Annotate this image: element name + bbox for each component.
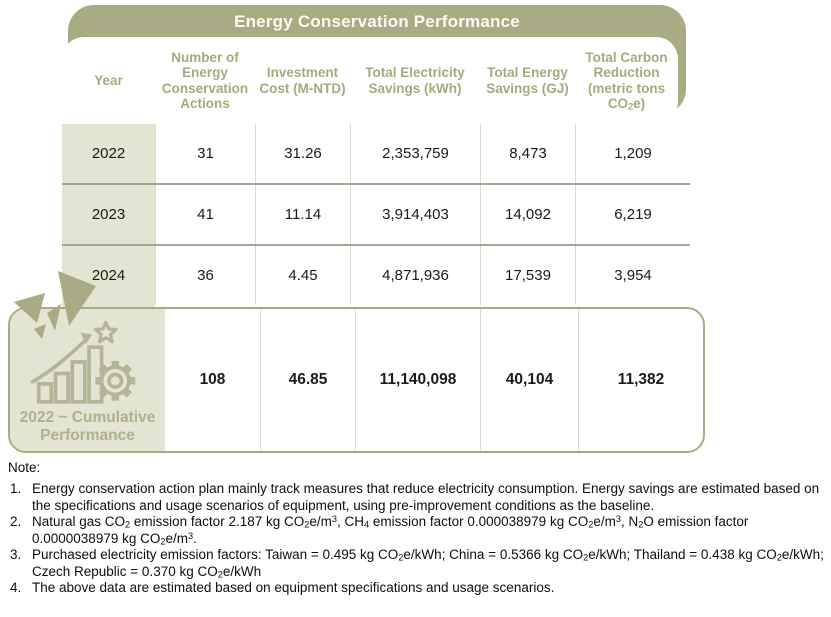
cumulative-energy: 40,104 xyxy=(480,309,578,451)
cell-year: 2022 xyxy=(62,124,155,183)
column-header-electricity: Total Electricity Savings (kWh) xyxy=(365,65,465,96)
column-header-year: Year xyxy=(94,72,123,88)
cumulative-label-cell: 2022 ~ Cumulative Performance xyxy=(10,309,165,451)
cell-carbon: 3,954 xyxy=(575,246,690,305)
cell-investment: 11.14 xyxy=(255,185,350,244)
cumulative-actions: 108 xyxy=(199,371,226,388)
column-header-investment: Investment Cost (M-NTD) xyxy=(259,65,346,96)
notes-section: Note: Energy conservation action plan ma… xyxy=(8,460,826,597)
cumulative-carbon: 11,382 xyxy=(578,309,703,451)
cell-energy: 17,539 xyxy=(480,246,575,305)
cell-actions: 31 xyxy=(155,124,255,183)
cell-actions: 36 xyxy=(155,246,255,305)
cell-investment: 4.45 xyxy=(255,246,350,305)
burst-arrow-icon xyxy=(14,271,96,339)
column-header-energy: Total Energy Savings (GJ) xyxy=(486,65,569,96)
table-row-2024: 2024 36 4.45 4,871,936 17,539 3,954 xyxy=(62,246,690,305)
column-header-actions: Number of Energy Conservation Actions xyxy=(161,50,249,111)
notes-heading: Note: xyxy=(8,460,41,475)
note-item-1: Energy conservation action plan mainly t… xyxy=(10,481,820,513)
cell-electricity: 3,914,403 xyxy=(350,185,480,244)
cumulative-investment: 46.85 xyxy=(260,309,355,451)
cumulative-row: 2022 ~ Cumulative Performance 108 46.85 … xyxy=(8,307,705,453)
note-item-2: Natural gas CO2 emission factor 2.187 kg… xyxy=(10,514,749,547)
table-header-row: Year Number of Energy Conservation Actio… xyxy=(62,37,678,124)
cell-year: 2023 xyxy=(62,185,155,244)
table-row-2022: 2022 31 31.26 2,353,759 8,473 1,209 xyxy=(62,124,690,185)
notes-list: Energy conservation action plan mainly t… xyxy=(8,481,826,597)
growth-chart-star-gear-icon xyxy=(30,321,135,404)
cell-actions: 41 xyxy=(155,185,255,244)
cumulative-label: 2022 ~ Cumulative Performance xyxy=(19,409,156,444)
cell-electricity: 4,871,936 xyxy=(350,246,480,305)
table-body: 2022 31 31.26 2,353,759 8,473 1,209 2023… xyxy=(62,124,690,305)
cell-carbon: 1,209 xyxy=(575,124,690,183)
table-row-2023: 2023 41 11.14 3,914,403 14,092 6,219 xyxy=(62,185,690,246)
cell-energy: 8,473 xyxy=(480,124,575,183)
cell-energy: 14,092 xyxy=(480,185,575,244)
cell-electricity: 2,353,759 xyxy=(350,124,480,183)
column-header-carbon: Total Carbon Reduction (metric tons CO2e… xyxy=(585,50,668,112)
table-title: Energy Conservation Performance xyxy=(234,12,520,31)
cumulative-electricity: 11,140,098 xyxy=(355,309,480,451)
note-item-3: Purchased electricity emission factors: … xyxy=(10,547,824,580)
cell-carbon: 6,219 xyxy=(575,185,690,244)
year-column-filler xyxy=(62,301,155,307)
note-item-4: The above data are estimated based on eq… xyxy=(10,580,555,597)
cell-investment: 31.26 xyxy=(255,124,350,183)
